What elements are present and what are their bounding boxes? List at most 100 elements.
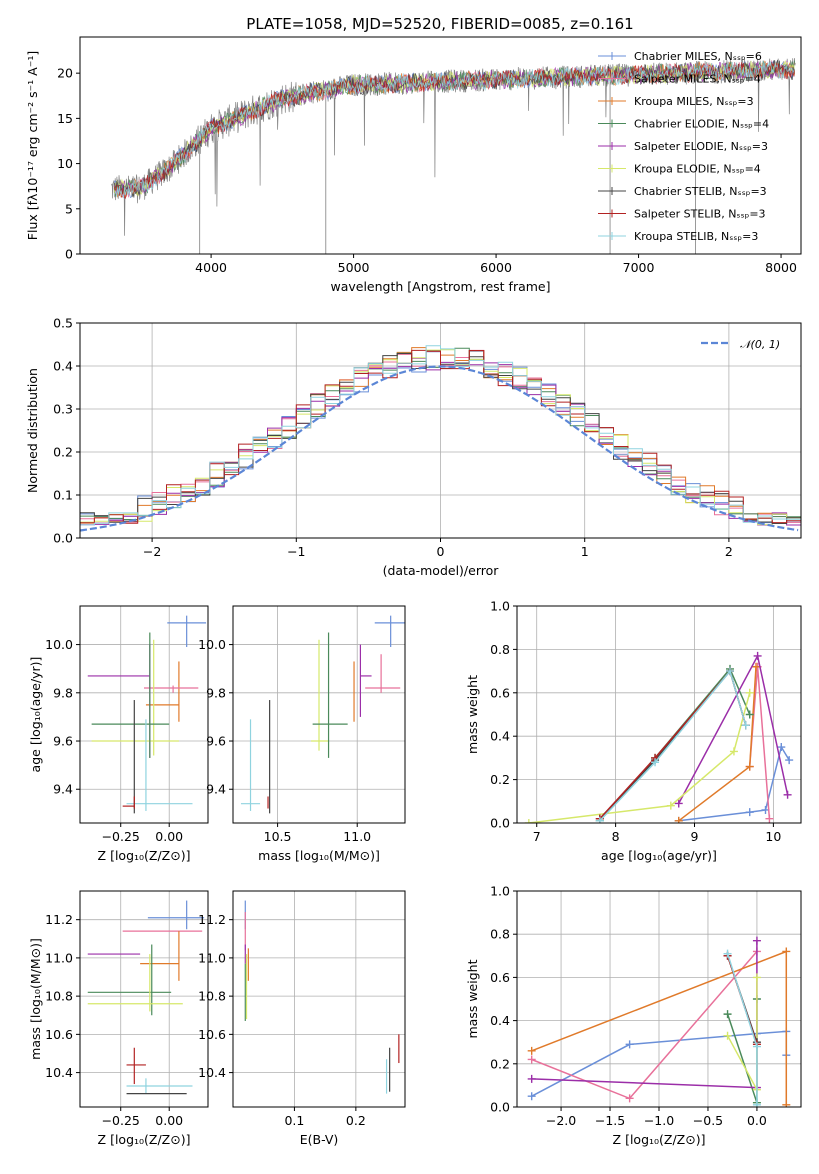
y-tick-label: 0.0	[490, 816, 510, 831]
y-tick-label: 0.2	[53, 445, 73, 460]
massweight_vs_age-frame	[516, 605, 802, 824]
mass_vs_Z-xlabel: Z [log₁₀(Z/Z⊙)]	[98, 1132, 191, 1147]
massweight_vs_Z-plot-area	[527, 936, 791, 1107]
y-tick-label: 0.2	[490, 772, 510, 787]
errorbar-point	[126, 1047, 146, 1085]
age_vs_mass-panel: 10.5 11.0 9.4 9.6 9.8 10.0 mass [log₁₀(M/M⊙)]	[198, 605, 406, 863]
y-tick-label: 9.6	[53, 734, 73, 749]
legend-marker	[608, 119, 616, 128]
y-tick-label: 10.0	[45, 637, 73, 652]
massweight_vs_age-ylabel: mass weight	[465, 675, 480, 754]
spectrum-frame	[79, 36, 802, 255]
x-tick-label: −2	[143, 544, 161, 559]
x-tick-label: 0.1	[284, 1113, 304, 1128]
spectrum-xlabel: wavelength [Angstrom, rest frame]	[330, 279, 550, 294]
x-tick-label: 9	[691, 829, 699, 844]
series-marker	[777, 743, 786, 752]
spectrum-legend: Chabrier MILES, Nₛₛₚ=6 Salpeter MILES, Nₛ…	[598, 50, 769, 243]
mass_vs_Z-grid	[80, 891, 208, 1107]
x-tick-label: 7000	[623, 260, 655, 275]
y-tick-label: 11.2	[198, 912, 226, 927]
legend-label: Salpeter STELIB, Nₛₛₚ=3	[634, 208, 766, 221]
massweight_vs_age-plot-area	[524, 651, 794, 823]
y-tick-label: 0.3	[53, 402, 73, 417]
series-marker	[674, 816, 683, 823]
x-tick-label: 8	[612, 829, 620, 844]
y-tick-label: 0.1	[53, 488, 73, 503]
y-tick-label: 0.2	[490, 1056, 510, 1071]
x-tick-label: 4000	[195, 260, 227, 275]
series-line	[531, 951, 758, 1100]
spectrum-panel: Chabrier MILES, Nₛₛₚ=6 Salpeter MILES, Nₛ…	[25, 36, 802, 294]
legend-marker	[608, 74, 616, 83]
series-marker	[674, 799, 683, 808]
series-line	[531, 940, 758, 1089]
y-tick-label: 9.6	[206, 734, 226, 749]
legend-label: Kroupa MILES, Nₛₛₚ=3	[634, 95, 754, 108]
x-tick-label: −2.0	[546, 1113, 576, 1128]
errorbar-point	[126, 719, 193, 811]
series-marker	[651, 758, 660, 767]
x-tick-label: 0.2	[346, 1113, 366, 1128]
y-tick-label: 0.4	[490, 729, 510, 744]
errorbar-point	[145, 661, 180, 722]
series-marker	[625, 1040, 634, 1049]
residuals-panel: 𝒩(0, 1) −2 −1 0 1 2 0.0 0.1 0.2 0.3 0.4 0.5 (data-mo…	[25, 316, 802, 578]
massweight_vs_Z-panel: −2.0 −1.5 −1.0 −0.5 0.0 0.0 0.2 0.4 0.6 0.8 1.0 Z […	[465, 884, 802, 1147]
errorbar-point	[374, 615, 405, 647]
series-marker	[745, 710, 754, 719]
series-marker	[723, 1031, 732, 1040]
residual-histogram	[80, 349, 801, 524]
age_vs_mass-xlabel: mass [log₁₀(M/M⊙)]	[258, 848, 380, 863]
errorbar-point	[87, 944, 172, 1016]
spectrum-plot-area	[111, 58, 796, 254]
residual-histogram	[80, 345, 801, 526]
mass_vs_EBV-panel: 0.1 0.2 10.4 10.6 10.8 11.0 11.2 E(B-V)	[198, 890, 406, 1147]
y-tick-label: 10.4	[198, 1065, 226, 1080]
errorbar-point	[144, 685, 199, 693]
errorbar-point	[359, 644, 372, 717]
residuals-legend: 𝒩(0, 1)	[701, 338, 780, 351]
errorbar-point	[140, 931, 180, 981]
series-marker	[527, 1055, 536, 1064]
x-tick-label: 0	[437, 544, 445, 559]
series-marker	[527, 1092, 536, 1101]
mass_vs_EBV-xlabel: E(B-V)	[300, 1132, 339, 1147]
y-tick-label: 15	[57, 111, 73, 126]
y-tick-label: 11.0	[198, 950, 226, 965]
y-tick-label: 20	[57, 66, 73, 81]
errorbar-point	[87, 954, 183, 1012]
series-line	[678, 666, 757, 822]
y-tick-label: 10.8	[45, 989, 73, 1004]
series-marker	[745, 808, 754, 817]
massweight_vs_age-xlabel: age [log₁₀(age/yr)]	[601, 848, 717, 863]
x-tick-label: 1	[581, 544, 589, 559]
residual-histogram	[80, 349, 801, 526]
age_vs_Z-panel: −0.25 0.00 9.4 9.6 9.8 10.0 Z [log₁₀(Z/Z⊙)] age…	[28, 605, 209, 863]
age_vs_Z-xlabel: Z [log₁₀(Z/Z⊙)]	[98, 848, 191, 863]
massweight_vs_Z-xlabel: Z [log₁₀(Z/Z⊙)]	[613, 1132, 706, 1147]
series-marker	[524, 819, 533, 823]
series-marker	[745, 762, 754, 771]
legend-label: Chabrier ELODIE, Nₛₛₚ=4	[634, 118, 769, 131]
y-tick-label: 5	[65, 201, 73, 216]
legend-label: 𝒩(0, 1)	[740, 338, 780, 351]
age_vs_mass-plot-area	[240, 615, 405, 814]
y-tick-label: 0	[65, 247, 73, 262]
series-marker	[782, 1100, 791, 1107]
mass_vs_Z-panel: −0.25 0.00 10.4 10.6 10.8 11.0 11.2 Z [log₁₀(Z/…	[28, 890, 209, 1147]
series-marker	[785, 756, 794, 765]
legend-marker	[608, 142, 616, 150]
x-tick-label: −1	[287, 544, 305, 559]
age_vs_Z-plot-area	[87, 615, 207, 814]
series-marker	[625, 1094, 634, 1103]
legend-label: Salpeter MILES, Nₛₛₚ=4	[634, 73, 761, 86]
errorbar-point	[126, 1078, 193, 1094]
y-tick-label: 0.4	[53, 359, 73, 374]
series-marker	[752, 662, 761, 671]
x-tick-label: −1.0	[644, 1113, 674, 1128]
y-tick-label: 10.8	[198, 989, 226, 1004]
massweight_vs_age-grid	[517, 605, 801, 824]
series-line	[748, 666, 771, 819]
